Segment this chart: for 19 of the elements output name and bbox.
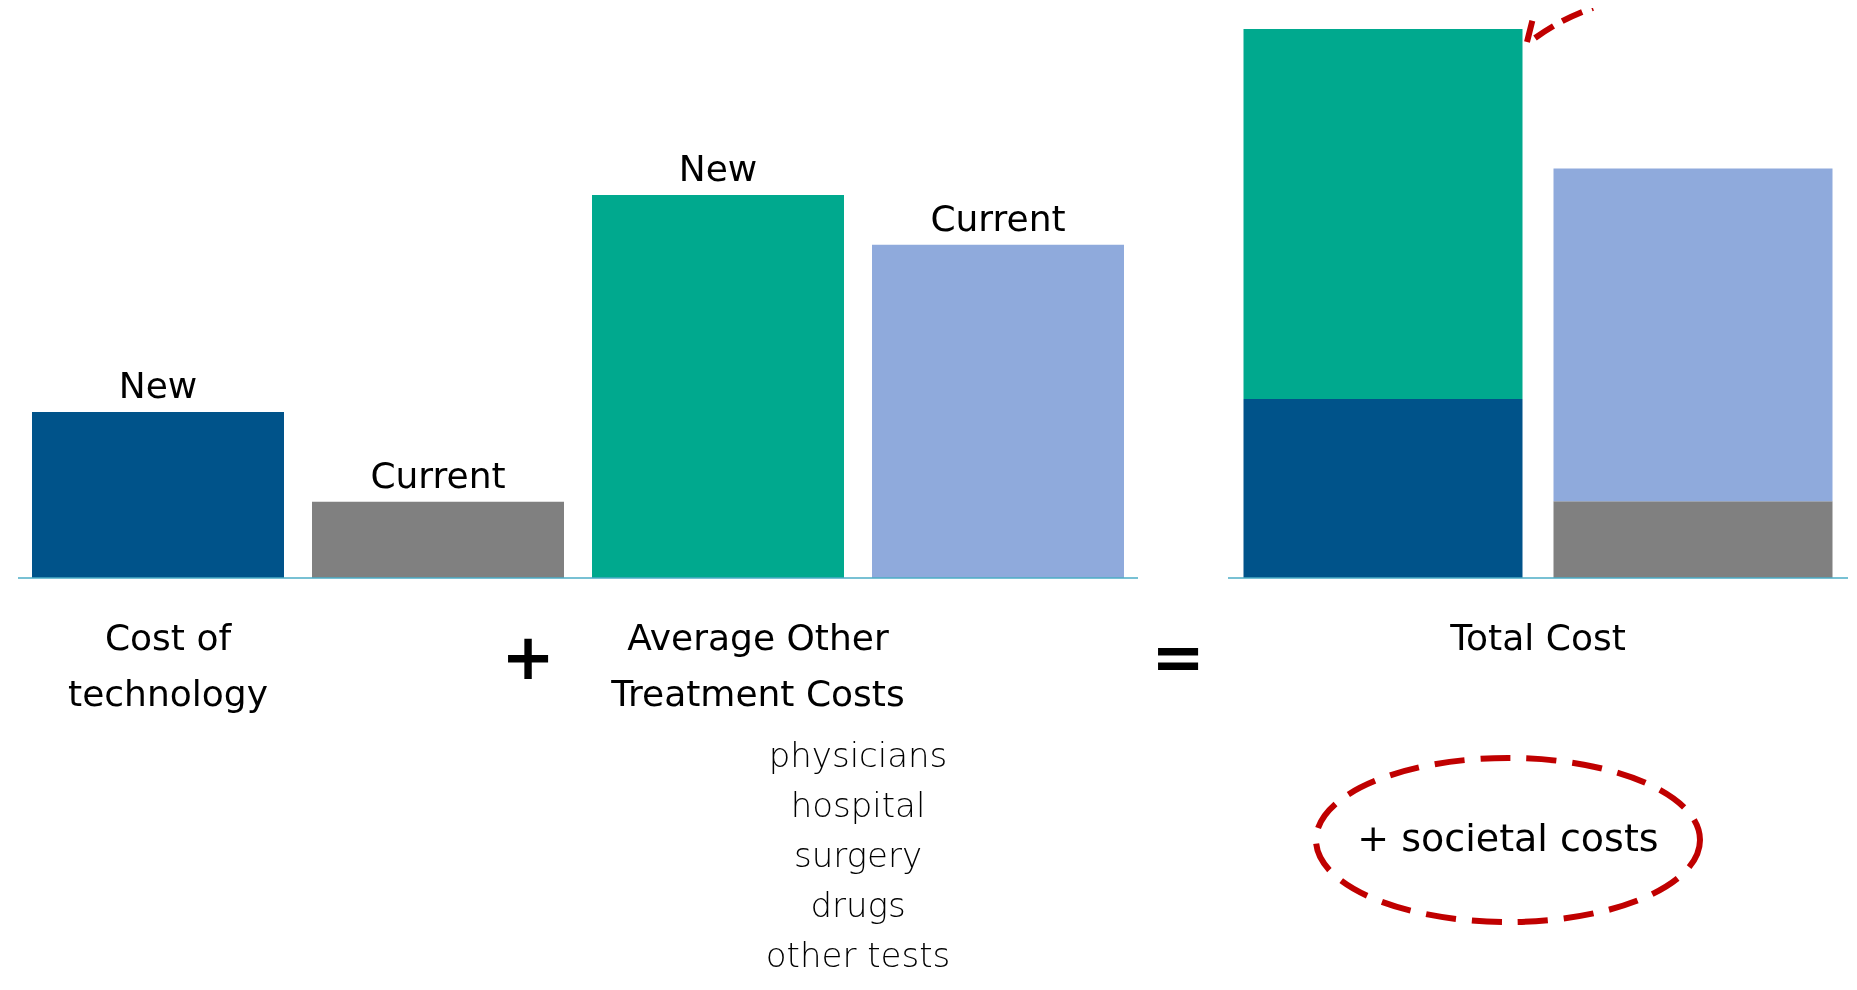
bar [1553, 501, 1833, 578]
x-axis-title: Total Cost [1449, 616, 1627, 660]
x-tick-label: Current [930, 197, 1066, 239]
x-tick-label: New [118, 365, 198, 406]
text: surgery [792, 834, 924, 877]
bar [1243, 29, 1523, 400]
x-tick-label: New [678, 148, 758, 189]
text: = [1150, 620, 1206, 694]
text: physicians [767, 734, 949, 777]
x-tick-label: Current [370, 454, 506, 496]
text: + [500, 620, 556, 694]
text: hospital [789, 784, 927, 827]
x-axis-title: Cost of technology [67, 616, 269, 716]
bar [1553, 168, 1833, 502]
text: + societal costs [1356, 816, 1660, 860]
x-axis-title: Average Other Treatment Costs [610, 616, 906, 716]
bar [1243, 399, 1523, 578]
text: other tests [764, 934, 952, 977]
text: drugs [809, 884, 907, 927]
